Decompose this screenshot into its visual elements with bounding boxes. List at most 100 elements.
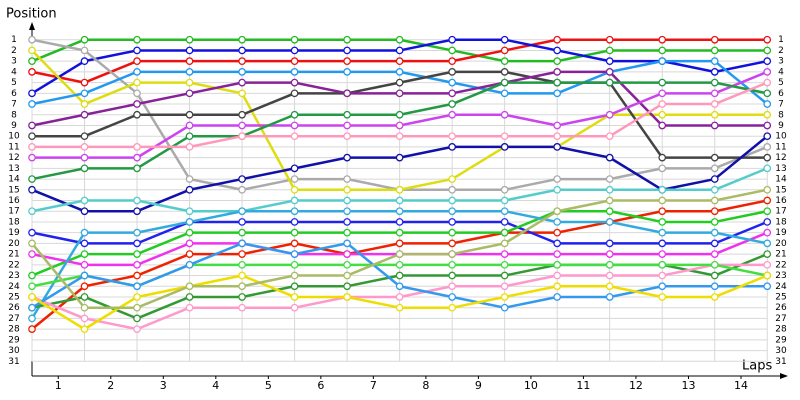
lap-marker (133, 228, 141, 237)
lap-marker (395, 282, 404, 291)
lap-marker (80, 132, 89, 141)
lap-marker (658, 110, 667, 119)
lap-marker (710, 207, 719, 216)
lap-marker (133, 143, 141, 151)
lap-marker (28, 100, 36, 108)
lap-marker (28, 35, 36, 44)
lap-marker (710, 218, 719, 226)
lap-marker (343, 46, 351, 55)
lap-marker (290, 89, 299, 98)
y-tick-label: 13 (8, 164, 19, 174)
lap-marker (395, 239, 404, 248)
lap-marker (343, 121, 351, 130)
lap-marker (448, 143, 456, 151)
lap-marker (710, 35, 719, 44)
y-tick-label: 27 (8, 314, 19, 324)
lap-marker (185, 89, 194, 98)
lap-marker (658, 260, 667, 269)
lap-marker (763, 207, 772, 216)
lap-marker (185, 132, 194, 141)
lap-marker (395, 260, 404, 269)
x-tick-label: 3 (160, 379, 167, 392)
lap-marker (553, 293, 562, 301)
lap-marker (80, 89, 89, 98)
lap-marker (28, 303, 36, 312)
lap-marker (500, 89, 509, 98)
lap-marker (500, 185, 509, 194)
lap-marker (395, 78, 404, 87)
lap-marker (448, 89, 456, 98)
lap-marker (185, 260, 194, 269)
lap-marker (28, 153, 36, 162)
y-tick-label-right: 8 (778, 110, 784, 120)
lap-marker (343, 175, 351, 183)
lap-marker (553, 250, 562, 258)
y-tick-label-right: 12 (775, 153, 786, 163)
lap-marker (80, 228, 89, 237)
lap-marker (448, 78, 456, 87)
y-tick-label: 10 (8, 132, 20, 142)
y-tick-label-right: 3 (778, 57, 784, 67)
y-tick-label: 25 (8, 292, 19, 302)
y-tick-label-right: 9 (778, 121, 784, 131)
y-tick-label: 11 (8, 142, 19, 152)
lap-marker (710, 89, 719, 98)
lap-marker (710, 196, 719, 205)
y-tick-label: 4 (11, 67, 17, 77)
lap-marker (448, 57, 456, 66)
lap-marker (80, 143, 89, 151)
lap-marker (185, 250, 194, 258)
lap-marker (605, 35, 614, 44)
lap-marker (710, 228, 719, 237)
lap-marker (290, 175, 299, 183)
y-tick-label-right: 5 (778, 78, 784, 88)
lap-marker (605, 282, 614, 291)
lap-marker (658, 228, 667, 237)
lap-marker (395, 271, 404, 280)
lap-marker (710, 164, 719, 173)
lap-marker (185, 207, 194, 216)
lap-marker (448, 228, 456, 237)
lap-marker (500, 260, 509, 269)
lap-marker (553, 185, 562, 194)
lap-marker (133, 57, 141, 66)
lap-marker (605, 239, 614, 248)
lap-marker (133, 239, 141, 248)
lap-marker (395, 132, 404, 141)
lap-marker (290, 57, 299, 66)
lap-marker (605, 132, 614, 141)
lap-marker (238, 260, 246, 269)
lap-marker (553, 78, 562, 87)
y-tick-label: 7 (11, 100, 17, 110)
y-axis-label: Position (6, 7, 57, 22)
lap-marker (395, 35, 404, 44)
lap-marker (290, 228, 299, 237)
lap-marker (343, 196, 351, 205)
lap-marker (658, 185, 667, 194)
lap-marker (710, 175, 719, 183)
lap-marker (185, 175, 194, 183)
lap-marker (500, 110, 509, 119)
lap-marker (500, 239, 509, 248)
lap-marker (290, 110, 299, 119)
lap-marker (605, 57, 614, 66)
y-tick-label-right: 23 (775, 271, 786, 281)
lap-marker (28, 228, 36, 237)
lap-marker (28, 46, 36, 55)
lap-marker (28, 293, 36, 301)
y-tick-label: 15 (8, 185, 19, 195)
lap-marker (80, 282, 89, 291)
lap-marker (290, 260, 299, 269)
y-tick-label: 9 (11, 121, 17, 131)
y-tick-label: 6 (11, 89, 17, 99)
lap-marker (763, 218, 772, 226)
lap-marker (658, 46, 667, 55)
lap-marker (343, 260, 351, 269)
lap-marker (343, 153, 351, 162)
y-tick-label: 29 (8, 335, 20, 345)
lap-marker (343, 89, 351, 98)
lap-marker (80, 260, 89, 269)
lap-marker (448, 260, 456, 269)
lap-marker (185, 121, 194, 130)
